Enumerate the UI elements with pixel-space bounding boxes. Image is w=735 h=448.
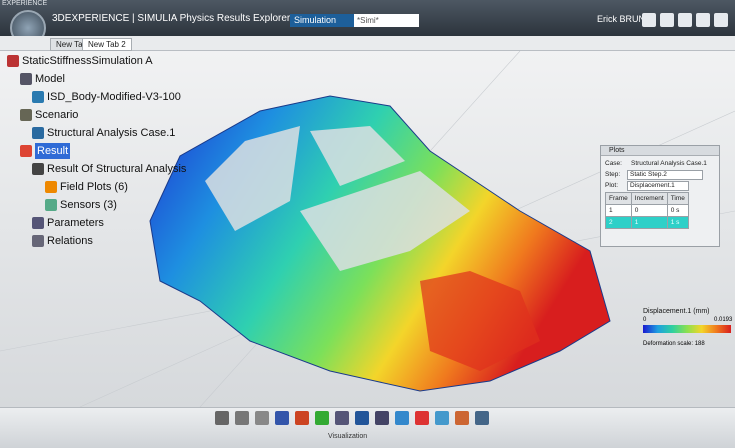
column-header: Time <box>666 192 689 205</box>
model-view <box>0 51 735 407</box>
tree-item[interactable]: ISD_Body-Modified-V3-100 <box>47 91 181 103</box>
table-cell: 2 <box>605 216 632 229</box>
tree-item[interactable]: Result Of Structural Analysis <box>47 163 187 175</box>
tool-button[interactable] <box>395 411 409 425</box>
column-header: Frame <box>605 192 632 205</box>
tree-item[interactable]: Model <box>35 73 65 85</box>
tool-button[interactable] <box>435 411 449 425</box>
tree-item[interactable]: Field Plots (6) <box>60 181 128 193</box>
table-cell: 0 s <box>666 204 689 217</box>
tool-button[interactable] <box>315 411 329 425</box>
tree-item[interactable]: Parameters <box>47 217 104 229</box>
column-header: Increment <box>630 192 668 205</box>
tree-icon <box>32 163 44 175</box>
legend-min: 0 <box>643 317 647 323</box>
plot-select[interactable]: Displacement.1 <box>627 181 689 191</box>
user-name[interactable]: Erick BRUN <box>597 14 646 24</box>
icon-user[interactable] <box>642 13 656 27</box>
tree-icon <box>45 181 57 193</box>
icon-help[interactable] <box>714 13 728 27</box>
panel-title: Plots <box>601 146 719 156</box>
window-title: EXPERIENCE <box>2 0 48 7</box>
legend-title: Displacement.1 (mm) <box>643 308 710 315</box>
tree-icon <box>20 145 32 157</box>
search-field[interactable]: *Simi* <box>354 14 419 27</box>
step-select[interactable]: Static Step.2 <box>627 170 703 180</box>
tab-active[interactable]: New Tab 2 <box>82 38 132 51</box>
top-icons <box>640 12 730 28</box>
car-hotspot <box>420 271 540 371</box>
tree-item[interactable]: Sensors (3) <box>60 199 117 211</box>
tool-button[interactable] <box>415 411 429 425</box>
field-value: Structural Analysis Case.1 <box>631 160 707 167</box>
tree-icon <box>7 55 19 67</box>
tree-item[interactable]: Structural Analysis Case.1 <box>47 127 176 139</box>
toolbar-section: Visualization <box>328 433 368 440</box>
tool-button[interactable] <box>355 411 369 425</box>
table-cell: 1 <box>605 204 632 217</box>
icon-home[interactable] <box>696 13 710 27</box>
tree-icon <box>32 217 44 229</box>
tool-button[interactable] <box>275 411 289 425</box>
tool-button[interactable] <box>255 411 269 425</box>
field-label: Plot: <box>605 182 619 189</box>
icon-add[interactable] <box>660 13 674 27</box>
field-label: Step: <box>605 171 621 178</box>
tree-icon <box>20 109 32 121</box>
icon-share[interactable] <box>678 13 692 27</box>
tool-button[interactable] <box>215 411 229 425</box>
tool-button[interactable] <box>335 411 349 425</box>
legend-colorbar <box>643 325 731 333</box>
tree-icon <box>32 127 44 139</box>
tree-icon <box>32 235 44 247</box>
legend-max: 0.0193 <box>714 317 733 323</box>
tree-item[interactable]: Scenario <box>35 109 79 121</box>
tree-icon <box>45 199 57 211</box>
tool-button[interactable] <box>235 411 249 425</box>
tool-button[interactable] <box>295 411 309 425</box>
tree-item[interactable]: Relations <box>47 235 93 247</box>
legend-scale: Deformation scale: 188 <box>643 341 705 347</box>
tool-button[interactable] <box>455 411 469 425</box>
table-cell: 1 <box>630 216 668 229</box>
tab-row <box>0 36 735 51</box>
car-openings <box>205 126 470 271</box>
tree-icon <box>32 91 44 103</box>
top-icon-set <box>642 13 728 27</box>
tool-button[interactable] <box>475 411 489 425</box>
search-scope[interactable]: Simulation <box>290 14 354 27</box>
table-cell: 1 s <box>666 216 689 229</box>
table-cell: 0 <box>630 204 668 217</box>
field-label: Case: <box>605 160 622 167</box>
plots-panel: Plots Case: Structural Analysis Case.1 S… <box>600 145 720 247</box>
tree-item[interactable]: StaticStiffnessSimulation A <box>22 55 153 67</box>
tree-item[interactable]: Result <box>35 143 71 159</box>
tool-button[interactable] <box>375 411 389 425</box>
tree-icon <box>20 73 32 85</box>
header-row: Frame Increment Time <box>605 192 689 205</box>
app-brand: 3DEXPERIENCE | SIMULIA Physics Results E… <box>52 13 291 24</box>
